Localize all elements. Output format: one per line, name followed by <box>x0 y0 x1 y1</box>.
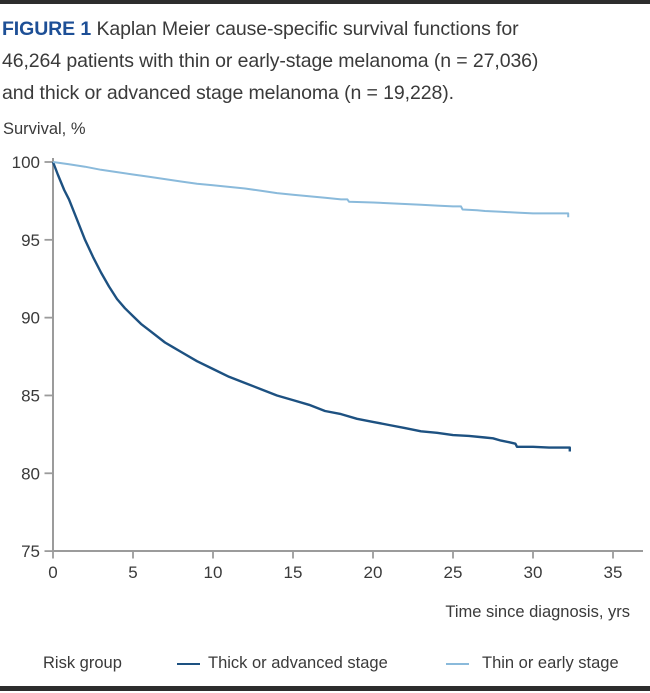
x-tick-label: 30 <box>524 563 543 582</box>
y-tick-label: 75 <box>21 542 40 561</box>
y-tick-label: 90 <box>21 309 40 328</box>
legend-swatch-thick-line <box>177 663 200 665</box>
legend-title: Risk group <box>43 654 122 672</box>
figure-label: FIGURE 1 <box>2 18 92 40</box>
caption-line-1: FIGURE 1 Kaplan Meier cause-specific sur… <box>2 13 648 45</box>
y-axis-title: Survival, % <box>3 120 86 138</box>
legend: Risk group Thick or advanced stage Thin … <box>0 654 650 676</box>
curve-thin-or-early-stage <box>52 161 570 218</box>
x-tick-label: 25 <box>444 563 463 582</box>
x-tick-label: 20 <box>364 563 383 582</box>
axes: 100 95 90 85 80 75 0 5 10 15 20 25 30 35 <box>12 153 643 582</box>
caption-line-1-text: Kaplan Meier cause-specific survival fun… <box>96 18 519 40</box>
curve-thick-or-advanced-stage <box>51 161 571 452</box>
y-tick-label: 85 <box>21 386 40 405</box>
x-tick-label: 0 <box>48 563 57 582</box>
x-tick-label: 5 <box>128 563 137 582</box>
y-tick-label: 80 <box>21 464 40 483</box>
y-tick-label: 100 <box>12 153 40 172</box>
bottom-rule <box>0 686 650 691</box>
x-tick-label: 35 <box>604 563 623 582</box>
survival-curves <box>51 161 571 452</box>
caption-line-2: 46,264 patients with thin or early-stage… <box>2 50 539 72</box>
figure-caption: FIGURE 1 Kaplan Meier cause-specific sur… <box>2 13 648 109</box>
caption-line-3: and thick or advanced stage melanoma (n … <box>2 82 454 104</box>
legend-label-thin: Thin or early stage <box>482 654 619 672</box>
legend-label-thick: Thick or advanced stage <box>208 654 388 672</box>
top-rule <box>0 0 650 4</box>
x-tick-label: 10 <box>204 563 223 582</box>
x-axis-title: Time since diagnosis, yrs <box>445 603 630 621</box>
y-tick-label: 95 <box>21 231 40 250</box>
legend-swatch-thin-line <box>446 663 469 665</box>
x-tick-label: 15 <box>284 563 303 582</box>
